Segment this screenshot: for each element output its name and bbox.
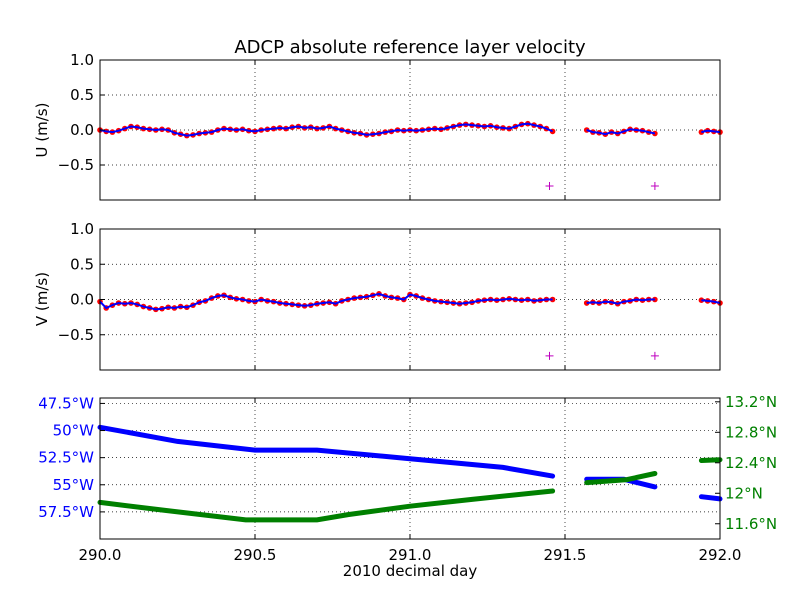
- panel-v-xticks: [99, 229, 721, 370]
- panel-position-ytick-label-right: 12.8°N: [725, 423, 777, 441]
- panel-v-flag-marker: [650, 351, 659, 360]
- panel-position-ytick-label-right: 12.4°N: [725, 454, 777, 472]
- panel-position-xtick-label: 291.0: [389, 546, 432, 564]
- panel-u-yticks: 1.0 0.5 0.0 −0.5: [58, 51, 105, 174]
- panel-position-yticks-right: 13.2°N 12.8°N 12.4°N 12°N 11.6°N: [715, 393, 777, 533]
- panel-position-latitude-track: [698, 457, 723, 463]
- panel-u: 1.0 0.5 0.0 −0.5 U (m/s): [33, 51, 723, 201]
- panel-position-series: [97, 424, 723, 523]
- panel-position-xticks: 290.0 290.5 291.0 291.5 292.0: [79, 398, 742, 564]
- panel-position-latitude-track: [97, 488, 556, 523]
- panel-position-grid: [100, 398, 720, 539]
- panel-position-ytick-label-right: 11.6°N: [725, 515, 777, 533]
- panel-v-grid: [100, 229, 720, 370]
- panel-position-yticks-left: 47.5°W 50°W 52.5°W 55°W 57.5°W: [38, 394, 105, 521]
- panel-position-ytick-label: 50°W: [53, 422, 95, 440]
- panel-position-xtick-label: 291.5: [544, 546, 587, 564]
- panel-u-ytick-label: −0.5: [58, 156, 94, 174]
- panel-position: 47.5°W50°W52.5°W55°W57.5°W 13.2°N12.8°N1…: [38, 393, 777, 564]
- panel-u-xticks: [99, 60, 721, 200]
- panel-v: 1.0 0.5 0.0 −0.5 V (m/s): [33, 220, 723, 371]
- panel-position-ytick-label: 47.5°W: [38, 394, 94, 412]
- panel-v-flag-marker: [545, 351, 554, 360]
- panel-v-ylabel: V (m/s): [33, 272, 51, 326]
- panel-u-smoothed-line: [701, 129, 721, 134]
- panel-position-xtick-label: 292.0: [699, 546, 742, 564]
- panel-u-series: [97, 120, 723, 190]
- panel-u-ytick-label: 0.5: [70, 86, 94, 104]
- panel-position-ytick-label: 52.5°W: [38, 449, 94, 467]
- panel-position-longitude-track: [97, 424, 556, 479]
- panel-v-ytick-label: 0.5: [70, 255, 94, 273]
- panel-v-ytick-label: 1.0: [70, 220, 94, 238]
- panel-u-ylabel: U (m/s): [33, 103, 51, 158]
- panel-position-xtick-label: 290.5: [234, 546, 277, 564]
- panel-position-xtick-label: 290.0: [79, 546, 122, 564]
- panel-u-ytick-label: 0.0: [70, 121, 94, 139]
- panel-u-flag-marker: [545, 182, 554, 190]
- panel-v-series: [97, 291, 723, 360]
- panel-v-smoothed-line: [586, 298, 655, 305]
- chart-title: ADCP absolute reference layer velocity: [234, 37, 586, 58]
- panel-u-flag-marker: [650, 182, 659, 190]
- panel-v-yticks: 1.0 0.5 0.0 −0.5: [58, 220, 105, 344]
- panel-u-smoothed-line: [586, 128, 656, 136]
- x-axis-label: 2010 decimal day: [343, 562, 478, 580]
- panel-u-ytick-label: 1.0: [70, 51, 94, 69]
- panel-position-ytick-label: 57.5°W: [38, 503, 94, 521]
- panel-v-ytick-label: −0.5: [58, 326, 94, 344]
- panel-v-data-point: [583, 300, 590, 306]
- panel-u-smoothed-line: [99, 122, 554, 137]
- panel-position-longitude-track: [698, 494, 723, 502]
- panel-position-ytick-label-right: 12°N: [725, 484, 763, 502]
- panel-position-latitude-track: [584, 471, 658, 486]
- panel-position-ytick-label-right: 13.2°N: [725, 393, 777, 411]
- panel-v-smoothed-line: [99, 292, 553, 311]
- panel-v-smoothed-line: [701, 299, 721, 304]
- panel-v-ytick-label: 0.0: [70, 291, 94, 309]
- panel-u-grid: [100, 60, 720, 200]
- panel-position-ytick-label: 55°W: [53, 476, 95, 494]
